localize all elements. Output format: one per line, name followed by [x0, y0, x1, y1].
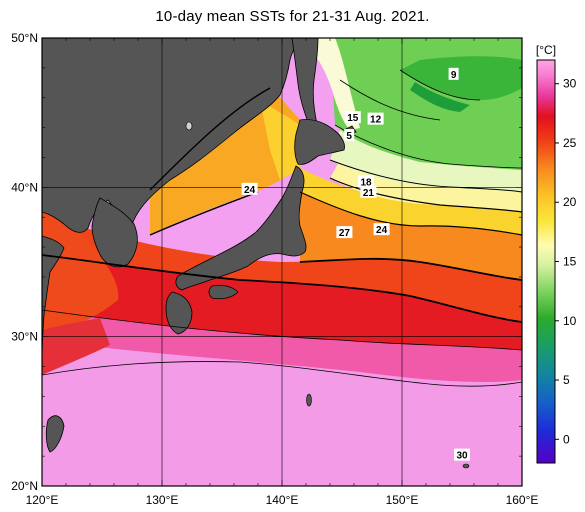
isotherm-label-bg — [454, 448, 470, 461]
isotherm-label-bg — [336, 226, 353, 239]
isotherm-label: 5 — [344, 129, 355, 142]
isotherm-label-text: 24 — [376, 225, 388, 236]
isotherm-label: 27 — [336, 226, 353, 239]
isotherm-label-bg — [344, 111, 361, 124]
graticule — [41, 37, 523, 487]
colorbar-unit: [°C] — [536, 43, 556, 57]
lat-tick-label: 30°N — [11, 330, 38, 344]
isotherm-label-bg — [344, 129, 355, 142]
colorbar: [°C] 30 25 20 15 10 5 0 — [536, 43, 577, 464]
colorbar-tick-label: 5 — [563, 373, 570, 387]
isotherm-label: 24 — [241, 182, 258, 196]
isotherm-label: 18 — [358, 175, 374, 188]
colorbar-tick-label: 10 — [563, 314, 577, 328]
lon-tick-label: 120°E — [26, 493, 59, 507]
colorbar-tick-label: 15 — [563, 255, 577, 269]
colorbar-scale — [536, 59, 556, 464]
isotherm-label: 21 — [360, 185, 377, 199]
isotherm-label: 24 — [373, 223, 390, 236]
lat-tick-label: 40°N — [11, 180, 38, 194]
isotherm-label-text: 27 — [339, 228, 351, 239]
isotherm-label-bg — [360, 185, 377, 198]
map-title: 10-day mean SSTs for 21-31 Aug. 2021. — [155, 8, 430, 25]
lon-tick-label: 140°E — [266, 493, 299, 507]
isotherm-label-bg — [448, 67, 459, 80]
colorbar-tick-label: 0 — [563, 432, 570, 446]
isotherm-label: 12 — [367, 112, 384, 126]
isotherm-contours — [42, 69, 522, 387]
lon-tick-label: 160°E — [506, 493, 539, 507]
isotherm-label-text: 30 — [456, 451, 468, 462]
colorbar-tick-label: 30 — [563, 77, 577, 91]
small-islands — [185, 121, 470, 469]
isotherm-label-text: 15 — [347, 113, 359, 124]
isotherm-label-text: 5 — [346, 131, 352, 142]
isotherm-label-bg — [241, 182, 258, 195]
isotherm-label-bg — [367, 112, 384, 125]
isotherm-label-bg — [373, 223, 390, 236]
land — [42, 38, 357, 453]
isotherm-label-text: 24 — [244, 185, 256, 196]
isotherm-label-text: 9 — [451, 70, 457, 81]
axis-labels: 120°E 130°E 140°E 150°E 160°E 50°N 40°N 30°N 20°… — [11, 31, 538, 507]
isotherm-label: 30 — [454, 448, 470, 462]
lat-tick-label: 20°N — [11, 479, 38, 493]
lon-tick-label: 150°E — [386, 493, 419, 507]
lon-tick-label: 130°E — [146, 493, 179, 507]
isotherm-label-text: 18 — [360, 177, 372, 188]
colorbar-tick-label: 25 — [563, 136, 577, 150]
isotherm-label-text: 12 — [370, 115, 382, 126]
lat-tick-label: 50°N — [11, 31, 38, 45]
colorbar-tick-label: 20 — [563, 195, 577, 209]
isotherm-label-text: 21 — [363, 188, 375, 199]
isotherm-label: 9 — [448, 67, 459, 81]
isotherm-label-bg — [358, 175, 374, 188]
isotherm-label: 15 — [344, 111, 361, 124]
plot-frame — [41, 37, 523, 487]
